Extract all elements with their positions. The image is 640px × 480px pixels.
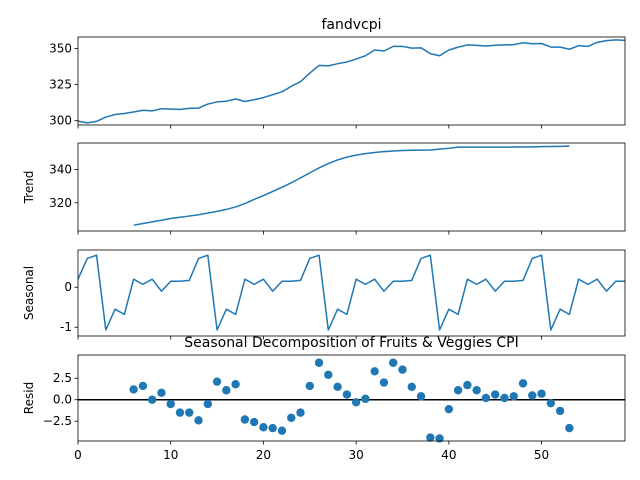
panel-resid-point: [518, 379, 528, 388]
x-tick-label: 50: [534, 448, 549, 462]
panel-resid-ytick-label: 2.5: [53, 371, 72, 385]
panel-resid-point: [240, 415, 250, 424]
panel-resid-point: [166, 399, 175, 409]
panel-resid-point: [537, 389, 546, 398]
panel-resid-point: [249, 417, 259, 427]
panel-resid-point: [444, 404, 454, 414]
panel-resid-point: [231, 380, 240, 389]
panel-resid-point: [407, 382, 416, 392]
panel-resid-point: [314, 358, 324, 367]
panel-resid-point: [277, 426, 287, 435]
x-tick-label: 0: [74, 448, 82, 462]
panel-seasonal-frame: [77, 249, 626, 337]
panel-resid-point: [565, 423, 574, 433]
panel-resid-point: [370, 367, 379, 376]
panel-resid-point: [351, 398, 361, 407]
panel-resid-point: [528, 391, 537, 400]
panel-resid-point: [453, 386, 463, 395]
panel-trend-frame: [77, 142, 626, 232]
panel-resid-point: [157, 388, 166, 398]
panel-resid-point: [500, 393, 509, 403]
panel-resid-point: [389, 358, 398, 367]
panel-resid-point: [259, 423, 268, 432]
panel-seasonal-ylabel: Seasonal: [22, 266, 36, 320]
panel-resid-point: [185, 408, 194, 417]
panel-resid-ytick-label: −2.5: [43, 414, 72, 428]
panel-seasonal-ytick-label: 0: [64, 280, 72, 294]
panel-resid-point: [426, 433, 435, 442]
panel-resid-point: [398, 365, 407, 374]
panel-resid-point: [222, 386, 231, 395]
panel-resid-point: [268, 423, 277, 433]
panels-group: 300325350320340Trend-10Seasonal−2.50.02.…: [22, 36, 626, 462]
panel-resid-point: [416, 392, 426, 401]
panel-resid-ylabel: Resid: [22, 382, 36, 414]
panel-resid-point: [194, 416, 203, 425]
panel-resid-point: [379, 378, 389, 387]
panel-trend-ytick-label: 340: [49, 163, 72, 177]
panel-resid-point: [305, 381, 314, 391]
panel-resid-frame: [77, 354, 626, 442]
panel-resid-point: [342, 390, 352, 399]
panel-observed-ytick-label: 300: [49, 114, 72, 128]
panel-trend-series-line: [133, 145, 570, 226]
panel-resid-point: [138, 381, 148, 391]
panel-trend-ytick-label: 320: [49, 196, 72, 210]
figure-title: Seasonal Decomposition of Fruits & Veggi…: [184, 335, 519, 351]
panel-resid-point: [555, 406, 565, 416]
panel-observed-ytick-label: 350: [49, 42, 72, 56]
panel-trend-ylabel: Trend: [22, 171, 36, 205]
panel-seasonal-series-line: [77, 254, 625, 331]
panel-resid-point: [287, 413, 296, 422]
panel-resid-point: [491, 390, 500, 399]
panel-resid-point: [129, 385, 138, 394]
panel-seasonal-ytick-label: -1: [60, 320, 72, 334]
panel-resid-point: [463, 380, 472, 390]
panel-resid-point: [147, 395, 157, 404]
panel-resid-ytick-label: 0.0: [53, 393, 72, 407]
panel-observed-ytick-label: 325: [49, 78, 72, 92]
panel-observed-series-line: [77, 39, 626, 124]
x-tick-label: 30: [348, 448, 363, 462]
panel-resid-point: [481, 393, 491, 403]
panel-resid-point: [212, 377, 222, 386]
panel-resid-point: [296, 408, 305, 417]
panel-observed-frame: [77, 36, 626, 126]
top-panel-title: fandvcpi: [321, 17, 381, 33]
panel-resid-point: [361, 394, 370, 404]
panel-resid-point: [546, 398, 556, 408]
panel-resid-point: [175, 408, 185, 417]
x-tick-label: 10: [163, 448, 178, 462]
panel-resid-point: [324, 370, 333, 379]
x-tick-label: 20: [256, 448, 271, 462]
panel-resid-point: [435, 434, 444, 443]
panel-resid-point: [472, 386, 481, 395]
panel-resid-point: [203, 399, 212, 409]
x-tick-label: 40: [441, 448, 456, 462]
panel-resid-point: [509, 392, 518, 401]
panel-resid-point: [333, 382, 342, 392]
